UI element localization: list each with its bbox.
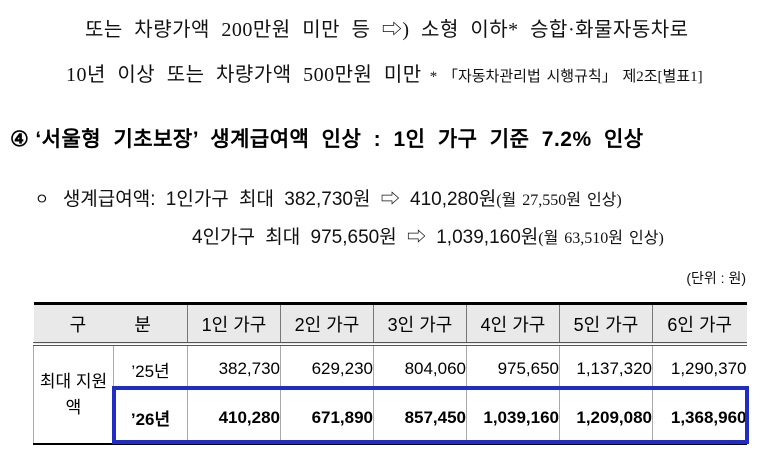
- circle-bullet-icon: ㅇ: [35, 191, 49, 208]
- benefit-line-2: 4인가구 최대 975,650원 ⇨ 1,039,160원(월 63,510원 …: [192, 222, 664, 249]
- amount-cell: 1,137,320: [559, 344, 653, 392]
- section-heading: ④ ‘서울형 기초보장’ 생계급여액 인상 : 1인 가구 기준 7.2% 인상: [10, 123, 644, 153]
- table-row-2026: ’26년 410,280 671,890 857,450 1,039,160 1…: [34, 392, 747, 445]
- table-row-2025: 최대 지원액 ’25년 382,730 629,230 804,060 975,…: [33, 344, 747, 445]
- col-header-4person: 4인 가구: [466, 303, 560, 346]
- benefit-line-2-note: (월 63,510원 인상): [538, 230, 664, 247]
- intro-line-2-footnote: * 「자동차관리법 시행규칙」 제2조[별표1]: [429, 69, 703, 85]
- table-header-row: 구 분 1인 가구 2인 가구 3인 가구 4인 가구 5인 가구 6인 가구: [33, 303, 747, 346]
- unit-label: (단위 : 원): [686, 270, 746, 286]
- col-header-6person: 6인 가구: [652, 303, 747, 346]
- amount-cell: 1,368,960: [652, 392, 747, 445]
- amount-cell: 1,209,080: [559, 392, 653, 445]
- amount-cell: 1,039,160: [466, 392, 560, 445]
- amount-cell: 410,280: [187, 392, 281, 445]
- amount-cell: 1,290,370: [652, 344, 747, 392]
- benefit-line-1: ㅇ 생계급여액: 1인가구 최대 382,730원 ⇨ 410,280원(월 27…: [35, 184, 622, 211]
- amount-cell: 671,890: [280, 392, 374, 445]
- row-group-label: 최대 지원액: [33, 344, 114, 445]
- year-cell-25: ’25년: [112, 344, 188, 392]
- amount-cell: 857,450: [373, 392, 467, 445]
- benefit-line-1-note: (월 27,550원 인상): [496, 192, 622, 209]
- heading-text: ‘서울형 기초보장’ 생계급여액 인상 : 1인 가구 기준 7.2% 인상: [35, 128, 644, 151]
- heading-number-marker: ④: [10, 128, 30, 151]
- amount-cell: 382,730: [187, 344, 281, 392]
- intro-line-2-text: 10년 이상 또는 차량가액 500만원 미만: [66, 64, 422, 86]
- col-header-5person: 5인 가구: [559, 303, 653, 346]
- intro-line-1: 또는 차량가액 200만원 미만 등 ⇨) 소형 이하* 승합·화물자동차로: [85, 19, 689, 41]
- benefit-line-2-text: 4인가구 최대 975,650원 ⇨ 1,039,160원: [192, 227, 539, 248]
- year-cell-26: ’26년: [112, 392, 188, 445]
- benefit-line-1-text: 생계급여액: 1인가구 최대 382,730원 ⇨ 410,280원: [62, 189, 497, 210]
- support-amount-table: 구 분 1인 가구 2인 가구 3인 가구 4인 가구 5인 가구 6인 가구 …: [33, 302, 747, 445]
- col-header-3person: 3인 가구: [373, 303, 467, 346]
- col-header-2person: 2인 가구: [280, 303, 374, 346]
- amount-cell: 975,650: [466, 344, 560, 392]
- col-header-1person: 1인 가구: [187, 303, 281, 346]
- amount-cell: 804,060: [373, 344, 467, 392]
- amount-cell: 629,230: [280, 344, 374, 392]
- col-header-gubun: 구 분: [33, 303, 188, 346]
- intro-line-2: 10년 이상 또는 차량가액 500만원 미만 * 「자동차관리법 시행규칙」 제…: [66, 58, 703, 87]
